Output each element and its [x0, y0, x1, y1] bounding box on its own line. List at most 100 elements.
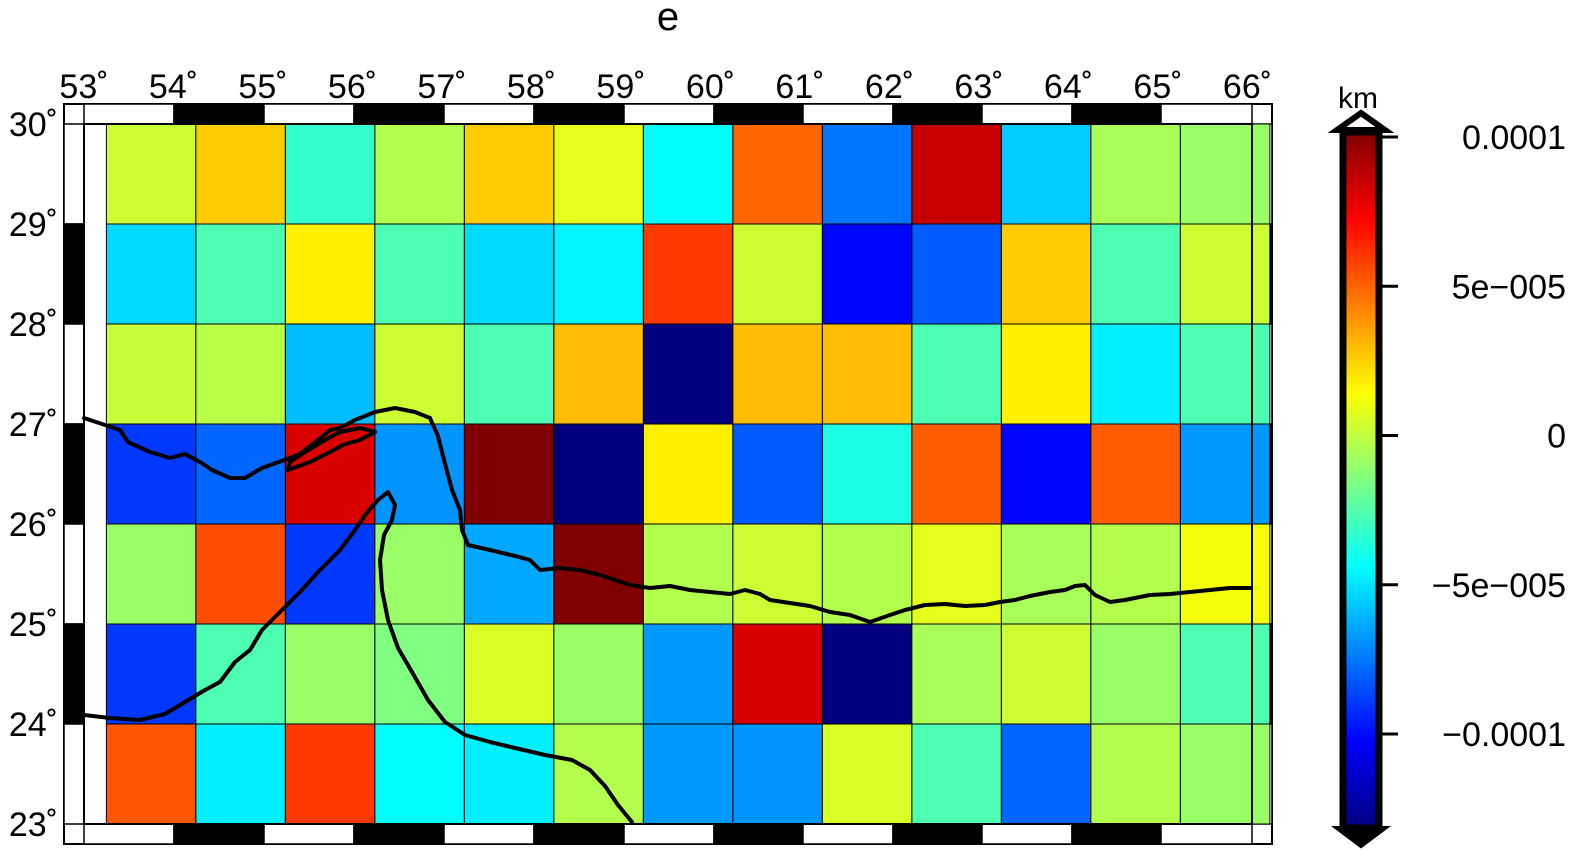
x-tick-label: 53˚ — [59, 68, 108, 106]
frame-segment — [63, 323, 85, 425]
grid-cell — [284, 123, 376, 225]
x-axis-labels: 53˚ 54˚ 55˚ 56˚ 57˚ 58˚ 59˚ 60˚ 61˚ 62˚ 63˚ 64˚ 65˚ 6… — [59, 68, 1272, 106]
grid-cell — [463, 523, 555, 625]
frame-segment — [1160, 103, 1253, 125]
grid-cell — [1090, 723, 1181, 825]
coastline-oman-gulf — [378, 518, 634, 824]
y-tick-label: 30˚ — [9, 106, 58, 144]
grid-cell — [821, 423, 913, 525]
grid-cell — [1179, 223, 1271, 325]
grid-cell — [821, 123, 913, 225]
grid-cell — [1179, 723, 1271, 825]
grid-cell — [642, 223, 734, 325]
x-tick-label: 61˚ — [775, 68, 824, 106]
grid-cell — [374, 723, 465, 825]
grid-cell — [821, 523, 913, 625]
grid-cell — [732, 523, 823, 625]
frame-segment — [1160, 823, 1253, 845]
colorbar-tick-label: 0 — [1547, 418, 1566, 456]
grid-cell — [642, 723, 734, 825]
grid-cells — [83, 123, 1271, 825]
grid-cell — [463, 423, 555, 525]
y-tick-label: 27˚ — [9, 406, 58, 444]
grid-cell — [911, 323, 1002, 425]
x-tick-label: 54˚ — [149, 68, 198, 106]
frame-segment — [713, 103, 804, 125]
grid-cell — [553, 423, 644, 525]
grid-cell — [732, 123, 823, 225]
grid-cell — [1000, 223, 1092, 325]
y-axis-labels: 30˚ 29˚ 28˚ 27˚ 26˚ 25˚ 24˚ 23˚ — [9, 106, 58, 844]
grid-cell — [553, 723, 644, 825]
grid-cell — [911, 723, 1002, 825]
frame-segment — [533, 823, 625, 845]
y-tick-label: 28˚ — [9, 306, 58, 344]
frame-segment — [443, 103, 535, 125]
colorbar-tick-label: −5e−005 — [1432, 567, 1566, 605]
grid-cell — [732, 623, 823, 725]
frame-segment — [623, 103, 715, 125]
colorbar-tick-label: 5e−005 — [1452, 268, 1566, 306]
grid-cell — [553, 623, 644, 725]
frame-segment — [1071, 103, 1162, 125]
y-tick-label: 26˚ — [9, 506, 58, 544]
grid-cell — [1000, 323, 1092, 425]
grid-cell — [642, 623, 734, 725]
grid-cell — [821, 623, 913, 725]
colorbar-bottom-triangle — [1331, 826, 1391, 849]
colorbar-gradient — [1339, 128, 1383, 832]
grid-cell — [1090, 623, 1181, 725]
frame-segment — [892, 103, 983, 125]
grid-cell — [821, 723, 913, 825]
grid-cell — [1000, 423, 1092, 525]
grid-cell — [732, 323, 823, 425]
frame-segment — [83, 103, 175, 125]
grid-cell — [195, 123, 286, 225]
y-tick-label: 23˚ — [9, 806, 58, 844]
grid-cell — [284, 523, 376, 625]
grid-cell — [1000, 723, 1092, 825]
x-tick-label: 65˚ — [1133, 68, 1182, 106]
frame-segment — [353, 103, 445, 125]
grid-cell — [374, 223, 465, 325]
x-tick-label: 63˚ — [954, 68, 1003, 106]
grid-cell — [642, 423, 734, 525]
frame-segment — [63, 523, 85, 625]
grid-cell — [1179, 423, 1271, 525]
frame-segment — [63, 423, 85, 525]
grid-cell — [1179, 523, 1271, 625]
y-tick-label: 25˚ — [9, 606, 58, 644]
grid-cell — [105, 423, 197, 525]
frame-segment — [63, 123, 85, 225]
grid-cell — [463, 323, 555, 425]
map-frame-checker — [63, 103, 1273, 845]
grid-cell — [642, 523, 734, 625]
grid-cell — [1000, 123, 1092, 225]
x-tick-label: 55˚ — [238, 68, 287, 106]
grid-cell — [105, 223, 197, 325]
grid-cell — [284, 223, 376, 325]
grid-cell — [105, 523, 197, 625]
frame-segment — [981, 823, 1073, 845]
grid-cell — [105, 323, 197, 425]
grid-cell — [911, 623, 1002, 725]
frame-segment — [63, 723, 85, 825]
x-tick-label: 58˚ — [507, 68, 556, 106]
grid-cell — [374, 623, 465, 725]
grid-cell — [195, 723, 286, 825]
grid-cell — [1000, 623, 1092, 725]
grid-cell — [1179, 323, 1271, 425]
grid-cell — [1090, 223, 1181, 325]
x-tick-label: 66˚ — [1223, 68, 1272, 106]
grid-cell — [374, 423, 465, 525]
frame-segment — [802, 103, 894, 125]
grid-cell — [911, 423, 1002, 525]
colorbar-tick-label: −0.0001 — [1442, 716, 1566, 754]
grid-cell — [105, 123, 197, 225]
grid-cell — [911, 123, 1002, 225]
grid-cell — [195, 223, 286, 325]
map-title: e — [657, 0, 679, 39]
frame-segment — [1071, 823, 1162, 845]
x-tick-label: 56˚ — [328, 68, 377, 106]
